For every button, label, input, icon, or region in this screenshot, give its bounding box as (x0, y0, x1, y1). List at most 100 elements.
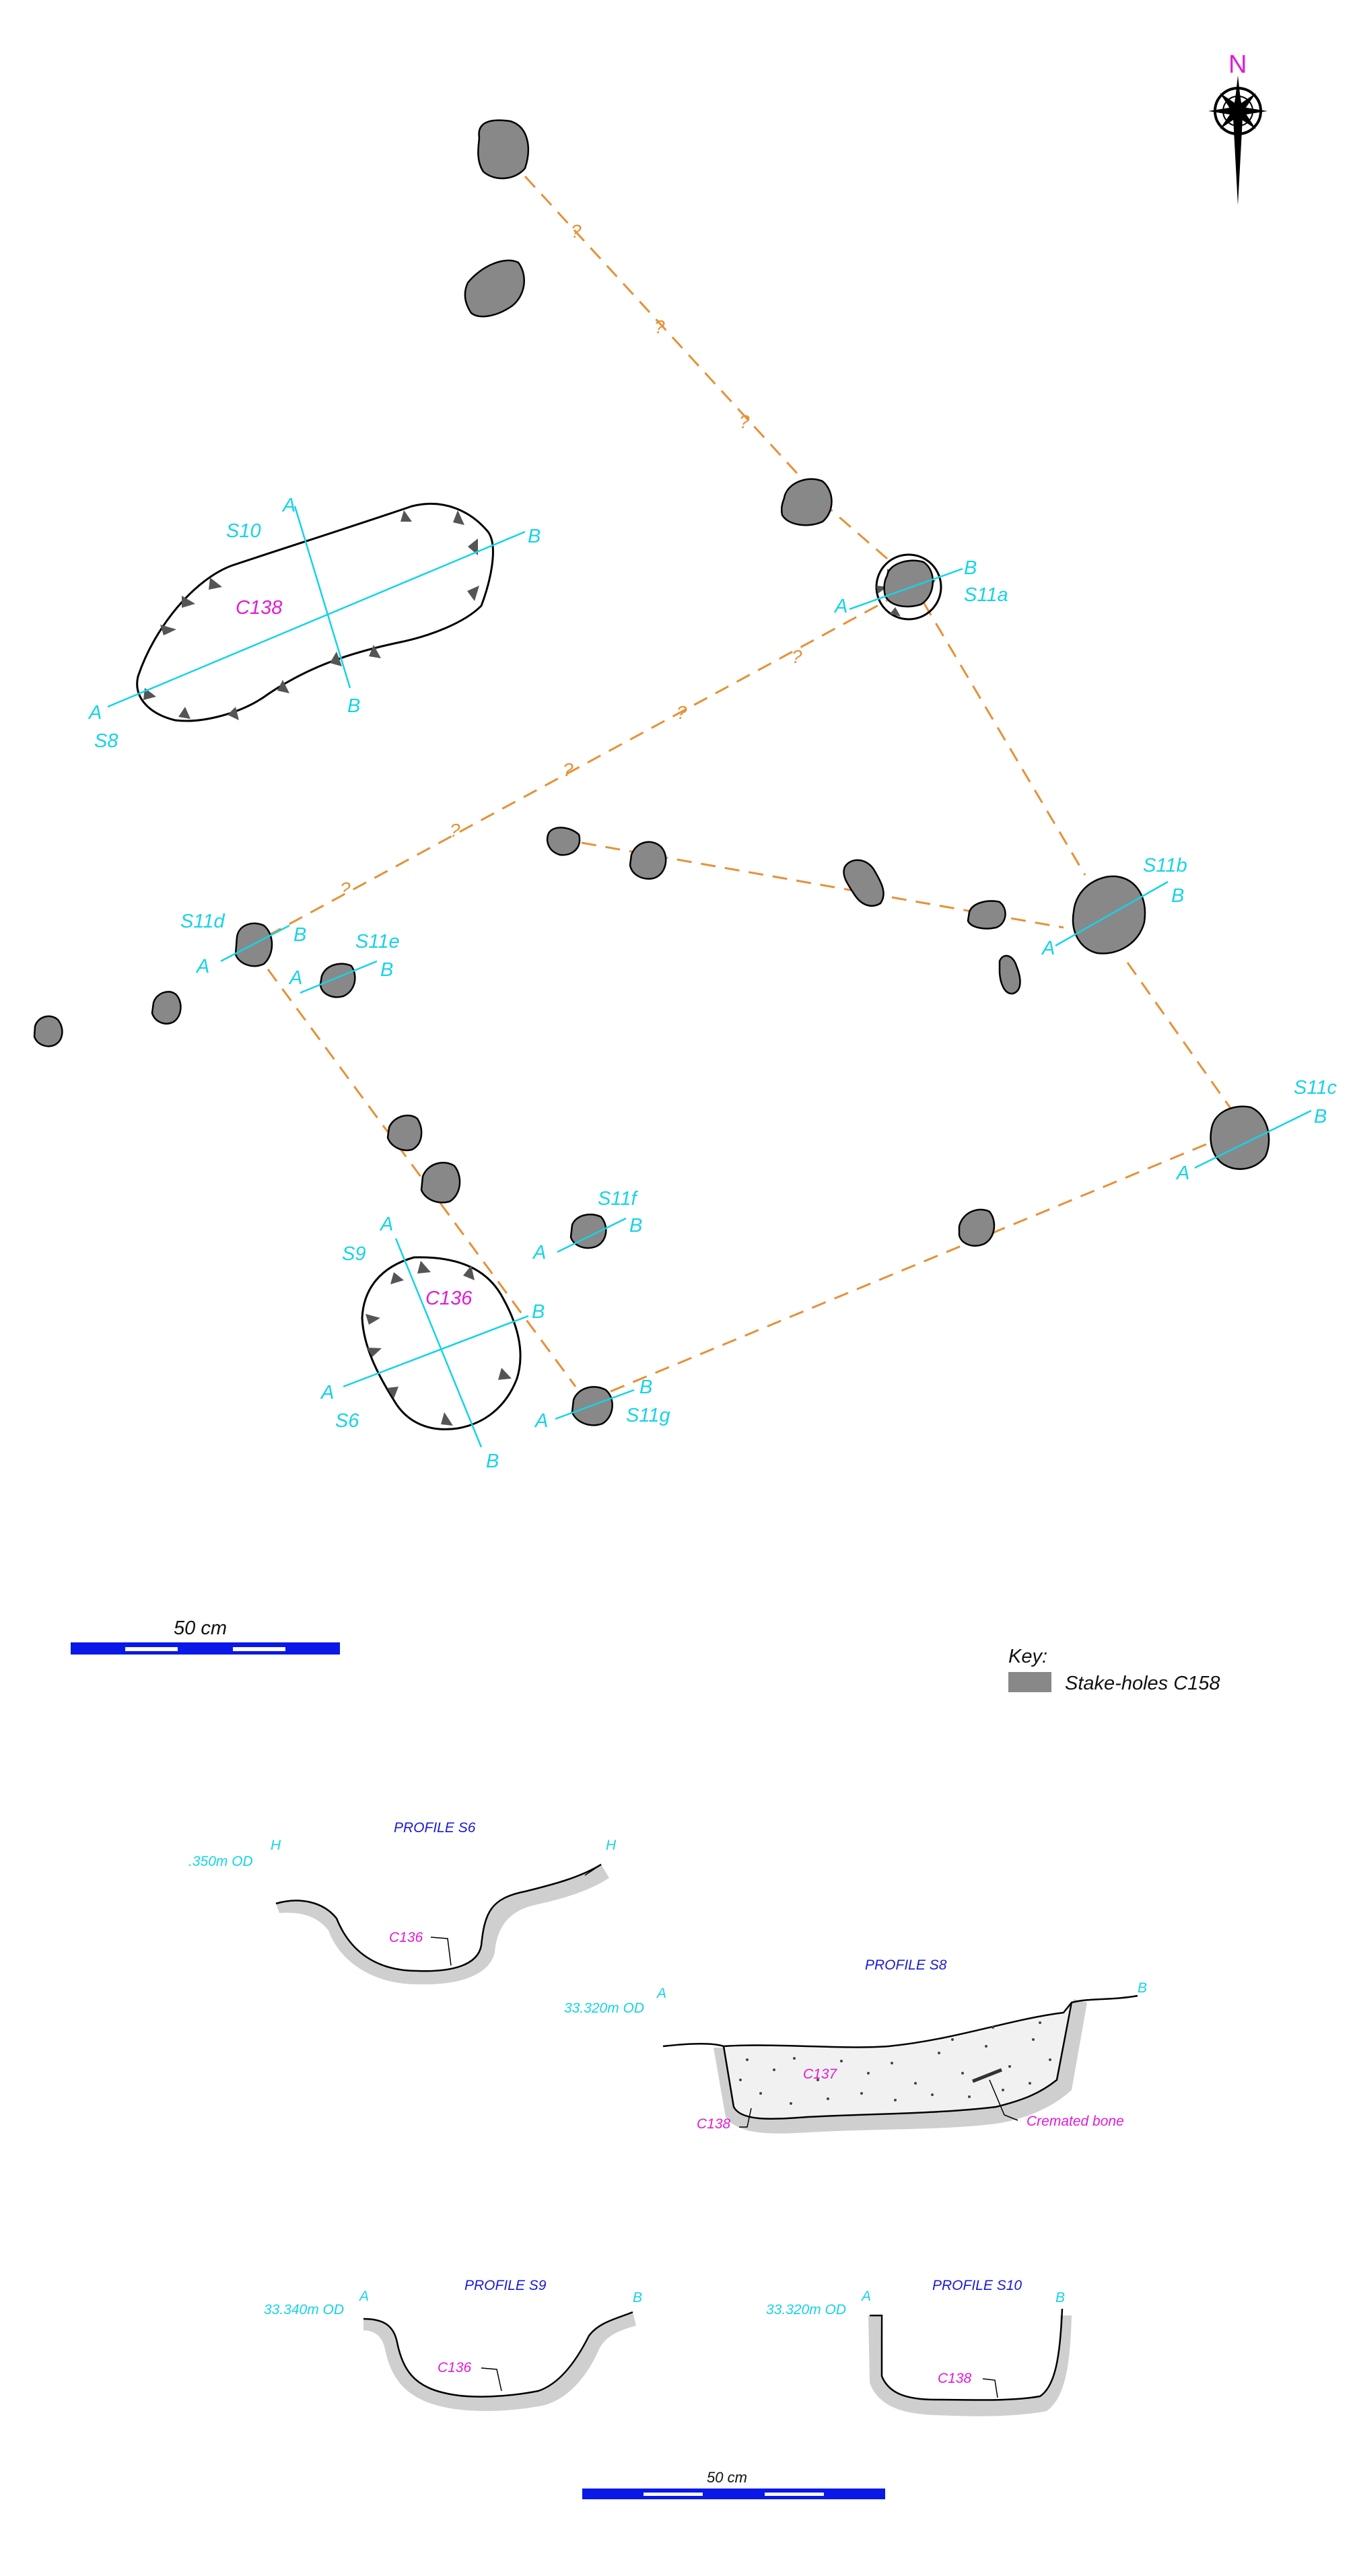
section-end-a: A (320, 1382, 334, 1403)
uncertain-marker: ? (739, 411, 750, 432)
stake-hole (386, 1114, 423, 1152)
scale-bar-profiles: 50 cm (582, 2469, 885, 2499)
profile-end-label: B (1055, 2290, 1065, 2305)
stake-hole (998, 954, 1021, 995)
section-line-s11e (300, 960, 378, 994)
profile-cut-label: C136 (438, 2360, 472, 2375)
profile-cut-line (275, 1863, 602, 1972)
section-end-b: B (380, 959, 393, 981)
stake-hole (780, 478, 833, 526)
section-line-s11c (1194, 1109, 1312, 1169)
uncertain-marker: ? (563, 759, 574, 780)
stake-hole (546, 827, 581, 856)
profile-level: 33.320m OD (766, 2302, 846, 2318)
stake-hole (33, 1015, 63, 1047)
section-labels: S10 A B A S8 B A B S11a S11b B A S11c B … (88, 495, 1337, 1472)
compass-rose-icon (1208, 75, 1267, 205)
profile-level: 33.320m OD (564, 2000, 644, 2016)
section-end-b: B (532, 1301, 545, 1323)
profile-hachure (276, 1865, 609, 1985)
scale-bar-label: 50 cm (174, 1617, 227, 1639)
uncertain-marker: ? (792, 646, 802, 667)
profile-s9: PROFILE S9 33.340m OD A B C136 (264, 2278, 642, 2411)
section-end-a: A (379, 1214, 393, 1235)
profile-cut-label: C138 (938, 2371, 972, 2386)
profile-hachure (363, 2312, 636, 2411)
section-end-a: A (1041, 938, 1055, 959)
stake-hole (967, 900, 1006, 930)
profile-hachure (714, 1999, 1087, 2134)
section-end-b: B (347, 695, 360, 717)
scale-bar-plan: 50 cm (71, 1617, 340, 1655)
section-end-b: B (629, 1215, 642, 1237)
profile-title: PROFILE S10 (932, 2278, 1022, 2293)
section-label-s6: S6 (335, 1410, 359, 1432)
section-line-s8 (107, 530, 526, 708)
section-end-b: B (639, 1377, 652, 1398)
profile-end-label: B (633, 2290, 642, 2305)
section-line-s6 (343, 1315, 529, 1388)
stake-hole (477, 119, 530, 180)
section-end-a: A (88, 702, 102, 724)
section-end-b: B (528, 526, 541, 547)
section-label-s11g: S11g (626, 1405, 670, 1426)
profile-title: PROFILE S9 (464, 2278, 547, 2293)
north-arrow: N (1208, 50, 1267, 205)
profile-cut-line (870, 2308, 1064, 2401)
section-lines (107, 506, 1312, 1448)
section-end-a: A (195, 956, 209, 977)
stake-hole (843, 859, 884, 907)
profile-s8: PROFILE S8 33.320m OD A B C137 Cremated … (564, 1957, 1147, 2134)
profile-cut-line (363, 2311, 633, 2398)
section-label-s11b: S11b (1143, 855, 1187, 876)
uncertain-marker: ? (340, 878, 351, 899)
hachure-marks (366, 1261, 512, 1426)
profile-level: 33.340m OD (264, 2302, 344, 2318)
profile-title: PROFILE S6 (394, 1820, 476, 1836)
stake-hole (629, 841, 667, 880)
stake-hole (883, 559, 934, 608)
section-label-s11d: S11d (180, 911, 225, 932)
section-end-a: A (833, 596, 847, 617)
section-line-s11b (1055, 880, 1169, 947)
stake-hole (464, 259, 525, 318)
profile-surface-line (723, 2002, 1072, 2048)
section-end-b: B (964, 557, 977, 579)
uncertain-marker: ? (654, 316, 665, 337)
profile-end-label: H (271, 1838, 281, 1853)
section-line-s11g (555, 1389, 635, 1420)
legend-key: Key: Stake-holes C158 (1008, 1646, 1220, 1694)
key-item-label: Stake-holes C158 (1065, 1673, 1220, 1694)
section-end-a: A (281, 495, 296, 516)
hachure-marks (143, 510, 479, 720)
profile-cut-label: C136 (389, 1930, 423, 1945)
stake-holes (33, 119, 1270, 1426)
key-swatch (1008, 1672, 1051, 1692)
stake-hole-ring (875, 553, 942, 621)
section-line-s10 (293, 506, 351, 689)
stake-hole (1210, 1105, 1270, 1170)
section-end-a: A (532, 1242, 546, 1263)
profile-fill-label: C137 (803, 2066, 838, 2082)
key-title: Key: (1008, 1646, 1047, 1667)
section-line-s11f (557, 1217, 627, 1253)
profile-end-label: H (606, 1838, 617, 1853)
section-line-s11d (220, 924, 290, 963)
pit-label-c136: C136 (425, 1288, 473, 1309)
section-end-a: A (1175, 1162, 1189, 1184)
section-end-a: A (534, 1410, 548, 1432)
profile-end-label: A (860, 2289, 871, 2304)
profile-end-label: A (358, 2289, 369, 2304)
profile-s10: PROFILE S10 33.320m OD A B C138 (766, 2278, 1072, 2416)
pit-label-c138: C138 (236, 597, 282, 619)
section-end-b: B (1171, 885, 1184, 907)
profile-fill-c137 (724, 2003, 1072, 2119)
section-line-s9 (394, 1238, 483, 1448)
profile-cut-label: C138 (697, 2116, 731, 2132)
section-end-a: A (288, 967, 302, 989)
fill-stipple (739, 2021, 1051, 2105)
section-end-b: B (486, 1451, 499, 1472)
scale-bar-label: 50 cm (707, 2469, 747, 2486)
uncertain-marker: ? (450, 820, 460, 841)
